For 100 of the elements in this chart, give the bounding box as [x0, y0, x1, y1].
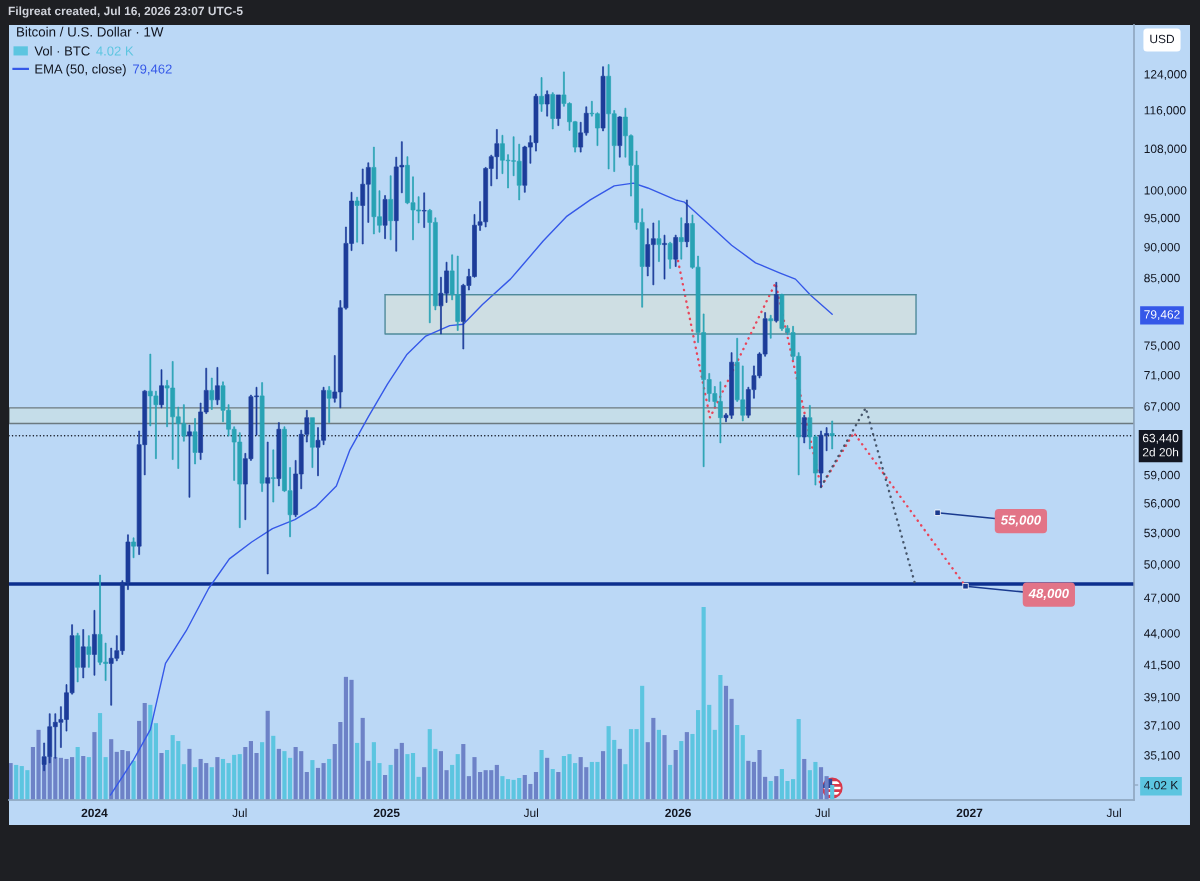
x-tick-label: Jul [232, 808, 247, 818]
legend-label: Vol · BTC [34, 46, 90, 56]
bar [461, 744, 466, 800]
candlestick [544, 90, 550, 117]
bar [684, 732, 689, 800]
bar [545, 757, 550, 800]
bar [600, 751, 606, 800]
bar [92, 732, 97, 800]
candlestick [265, 441, 271, 575]
bar [271, 735, 276, 800]
x-tick-label: 2027 [956, 808, 983, 818]
y-tick-label: 4.02 K [1144, 780, 1179, 790]
bar [187, 748, 192, 800]
bar [276, 748, 281, 800]
candlestick [209, 377, 215, 410]
y-tick-label: 100,000 [1144, 186, 1187, 196]
bar [623, 764, 628, 800]
y-tick-label: 56,000 [1144, 499, 1180, 509]
bar [723, 685, 729, 800]
bar [181, 764, 186, 800]
candlestick [600, 66, 606, 132]
x-tick-label: 2024 [81, 808, 108, 818]
bar [243, 747, 248, 800]
candlestick [80, 629, 86, 679]
chart-title: Bitcoin / U.S. Dollar · 1W [17, 26, 164, 37]
bar [802, 758, 807, 800]
y-tick-label: 95,000 [1144, 213, 1180, 224]
bar [103, 757, 108, 800]
bar [673, 750, 678, 800]
y-axis-title: USD [1150, 34, 1175, 44]
candlestick [662, 234, 667, 280]
bar [310, 760, 315, 800]
candlestick [382, 195, 388, 240]
legend-label: EMA (50, close) [35, 64, 126, 77]
annotation: 79,462 [133, 64, 172, 76]
y-tick-label: 79,462 [1144, 310, 1180, 321]
bar [265, 710, 270, 800]
candlestick [92, 610, 97, 676]
bar [14, 764, 19, 800]
candlestick [656, 220, 662, 262]
bar [668, 764, 673, 800]
bar [410, 752, 416, 800]
y-tick-label: 47,000 [1144, 593, 1180, 604]
y-tick-label: 44,000 [1144, 629, 1180, 640]
y-tick-label: 67,000 [1144, 402, 1180, 413]
bar [304, 772, 309, 800]
bar [768, 780, 773, 800]
bar [796, 719, 801, 800]
y-tick-label: 90,000 [1144, 242, 1180, 253]
bar [9, 763, 13, 800]
candlestick [801, 414, 807, 444]
bar [656, 729, 661, 800]
ref-line-label: 63,440 2d 20h [1142, 433, 1179, 457]
candlestick [667, 241, 673, 269]
bar [192, 767, 198, 800]
candlestick [421, 192, 427, 228]
candlestick [310, 417, 315, 468]
bar [109, 739, 114, 800]
candlestick [276, 422, 282, 487]
y-tick-label: 75,000 [1144, 341, 1180, 352]
bar [416, 776, 421, 800]
bar [97, 713, 103, 800]
x-tick-label: 2025 [373, 808, 400, 818]
bar [86, 757, 91, 800]
bar [394, 748, 399, 800]
bar [617, 748, 622, 800]
bar [729, 698, 734, 800]
bar [455, 754, 460, 800]
candlestick [673, 234, 679, 267]
y-tick-label: 35,100 [1144, 751, 1180, 761]
candlestick [75, 632, 81, 683]
candlestick [86, 635, 92, 668]
bar [165, 750, 170, 800]
y-tick-label: 37,100 [1144, 721, 1180, 732]
bar [746, 760, 751, 800]
candlestick [259, 382, 265, 492]
bar [735, 725, 740, 800]
y-tick-label: 108,000 [1144, 144, 1187, 155]
bar [494, 764, 499, 800]
y-tick-label: 41,500 [1144, 660, 1180, 671]
bar [382, 775, 388, 800]
candlestick [678, 217, 684, 260]
candlestick [354, 196, 360, 243]
candlestick [388, 175, 393, 241]
bar [355, 742, 360, 800]
bar [215, 757, 220, 800]
candlestick [215, 367, 220, 405]
candlestick [187, 424, 192, 498]
y-tick-label: 116,000 [1144, 106, 1186, 116]
bar [679, 741, 684, 800]
x-tick-label: 2026 [665, 808, 691, 818]
candlestick [773, 281, 779, 323]
text: Filgreat created, Jul 16, 2026 23:07 UTC-5 [8, 6, 243, 18]
bar [321, 763, 326, 800]
annotation: 48,000 [1028, 588, 1069, 601]
y-tick-label: 85,000 [1144, 273, 1180, 284]
y-tick-label: 59,000 [1144, 470, 1180, 481]
bar [131, 760, 136, 800]
bar [662, 735, 667, 800]
bar [137, 720, 142, 800]
